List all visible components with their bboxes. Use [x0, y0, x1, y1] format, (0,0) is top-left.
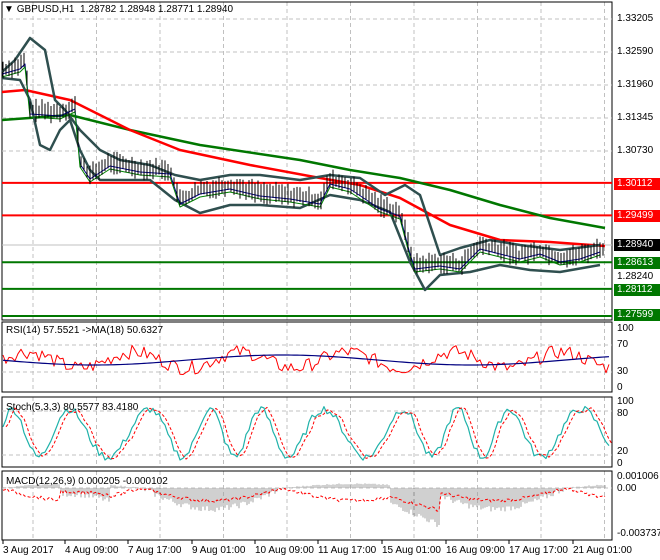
panel-border [1, 396, 613, 468]
level-label: 1.28112 [614, 284, 660, 296]
rsi-tick: 70 [617, 339, 629, 350]
price-tick: 1.32590 [617, 46, 654, 57]
open-price: 1.28782 [80, 4, 117, 15]
stoch-title: Stoch(5,3,3) 80.5577 83.4180 [6, 402, 139, 413]
time-tick-label: 15 Aug 01:00 [382, 545, 441, 556]
ma-short-green [1, 66, 601, 273]
rsi-line [2, 344, 610, 376]
rsi-tick: 30 [617, 366, 629, 377]
panel-border [1, 470, 613, 541]
time-tick-label: 10 Aug 09:00 [255, 545, 314, 556]
panel-border [1, 1, 613, 321]
stoch-tick: 0 [617, 458, 623, 469]
high-price: 1.28948 [118, 4, 156, 15]
panel-border [1, 321, 613, 393]
level-label: 1.28613 [614, 257, 660, 269]
bollinger-lower [1, 76, 601, 292]
stoch-signal-line [5, 406, 613, 460]
rsi-tick: 0 [617, 382, 623, 393]
level-label: 1.29499 [614, 210, 660, 222]
time-tick-label: 11 Aug 17:00 [318, 545, 377, 556]
ma-fast-line [1, 88, 606, 248]
time-tick-label: 16 Aug 09:00 [446, 545, 505, 556]
rsi-tick: 100 [617, 323, 634, 334]
price-tick: 1.28240 [617, 271, 654, 282]
price-tick: 1.33205 [617, 13, 654, 24]
price-tick: 1.30730 [617, 145, 654, 156]
close-price: 1.28940 [196, 4, 234, 15]
time-tick-label: 21 Aug 01:00 [573, 545, 632, 556]
rsi-title: RSI(14) 57.5521 ->MA(18) 50.6327 [6, 325, 164, 336]
price-tick: 1.31345 [617, 112, 654, 123]
time-tick-label: 7 Aug 17:00 [128, 545, 182, 556]
low-price: 1.28771 [157, 4, 195, 15]
time-tick-label: 9 Aug 01:00 [192, 545, 246, 556]
ma-short-blue [1, 63, 601, 270]
stoch-tick: 100 [617, 396, 634, 407]
level-label: 1.27599 [614, 309, 660, 321]
macd-signal-line [2, 487, 606, 512]
macd-title: MACD(12,26,9) 0.000205 -0.000102 [6, 476, 168, 487]
macd-tick: -0.003737 [617, 528, 660, 539]
dropdown-triangle-icon[interactable]: ▼ [4, 4, 14, 15]
price-tick: 1.31960 [617, 79, 654, 90]
stoch-main-line [2, 405, 610, 461]
stoch-tick: 20 [617, 446, 629, 457]
symbol: GBPUSD,H1 [16, 4, 75, 15]
stoch-tick: 80 [617, 408, 629, 419]
ma-slow-line [1, 113, 606, 230]
rsi-ma-line [2, 354, 610, 366]
time-tick-label: 17 Aug 17:00 [509, 545, 568, 556]
chart-header: ▼ GBPUSD,H1 1.28782 1.28948 1.28771 1.28… [4, 4, 233, 16]
level-label: 1.30112 [614, 178, 660, 190]
current-price-label: 1.28940 [614, 239, 660, 251]
macd-tick: 0.001006 [617, 471, 659, 482]
macd-tick: 0.00 [617, 483, 637, 494]
time-tick-label: 4 Aug 09:00 [65, 545, 119, 556]
bollinger-upper [1, 36, 601, 257]
time-tick-label: 3 Aug 2017 [3, 545, 54, 556]
